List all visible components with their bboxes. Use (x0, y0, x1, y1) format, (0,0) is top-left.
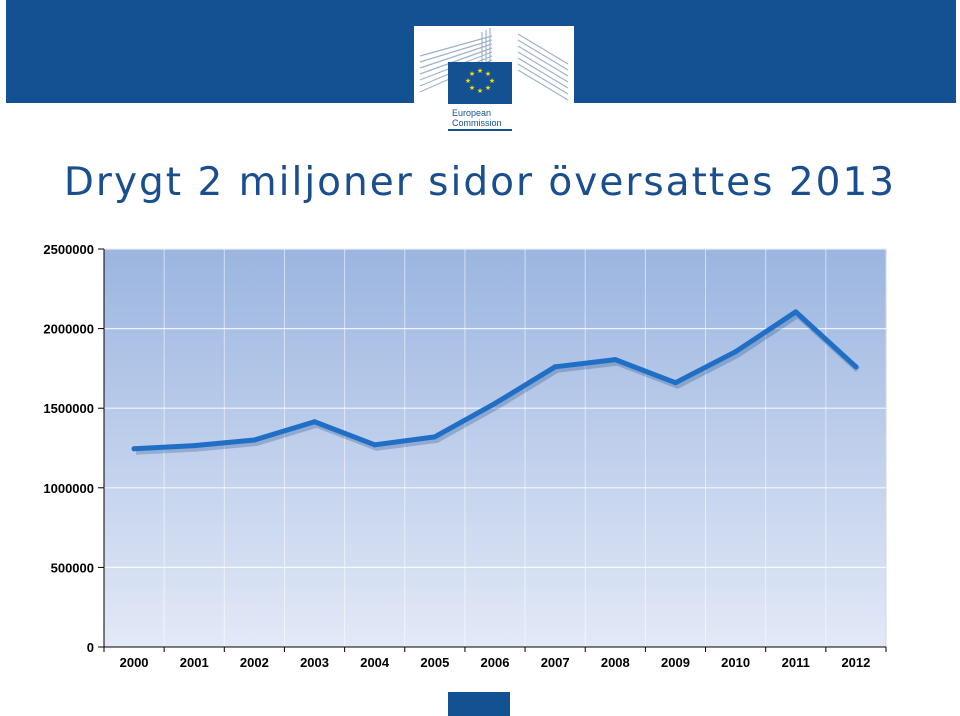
y-tick-label: 1000000 (43, 481, 94, 496)
y-tick-label: 2000000 (43, 322, 94, 337)
data-point (733, 349, 739, 355)
page-title: Drygt 2 miljoner sidor översattes 2013 (63, 160, 897, 205)
x-tick-label: 2005 (420, 655, 449, 670)
plot-area (103, 248, 887, 648)
data-point (492, 400, 498, 406)
data-point (853, 364, 859, 370)
y-tick-label: 0 (87, 640, 94, 655)
data-point (612, 357, 618, 363)
logo-text-line2: Commission (452, 118, 502, 128)
x-tick-label: 2007 (541, 655, 570, 670)
svg-text:★: ★ (477, 87, 483, 95)
data-point (131, 446, 137, 452)
svg-text:★: ★ (477, 67, 483, 75)
series-line-shadow (135, 311, 860, 455)
line-chart: 0 500000 1000000 1500000 2000000 2500000 2000… (43, 242, 887, 670)
y-tick-label: 500000 (51, 560, 94, 575)
svg-text:★: ★ (489, 77, 495, 85)
y-tick-label: 1500000 (43, 401, 94, 416)
x-tick-label: 2009 (661, 655, 690, 670)
x-tick-label: 2000 (120, 655, 149, 670)
svg-text:★: ★ (465, 77, 471, 85)
y-tick-label: 2500000 (43, 242, 94, 257)
data-point (312, 419, 318, 425)
x-tick-label: 2010 (721, 655, 750, 670)
data-point (793, 309, 799, 315)
data-point (251, 437, 257, 443)
data-point (672, 380, 678, 386)
x-tick-label: 2003 (300, 655, 329, 670)
x-tick-label: 2012 (841, 655, 870, 670)
x-tick-label: 2006 (481, 655, 510, 670)
data-point (552, 364, 558, 370)
x-tick-label: 2001 (180, 655, 209, 670)
x-tick-label: 2004 (360, 655, 390, 670)
x-tick-label: 2002 (240, 655, 269, 670)
svg-text:★: ★ (485, 70, 491, 78)
data-point (432, 434, 438, 440)
data-point (191, 443, 197, 449)
svg-text:★: ★ (485, 84, 491, 92)
x-tick-label: 2011 (782, 655, 810, 670)
logo-text-line1: European (452, 108, 491, 118)
european-commission-logo: ★ ★★★ ★★★★ European Commission (414, 26, 574, 136)
svg-text:★: ★ (469, 84, 475, 92)
x-tick-label: 2008 (601, 655, 630, 670)
footer-bar (448, 692, 510, 716)
data-point (372, 442, 378, 448)
svg-text:★: ★ (469, 70, 475, 78)
